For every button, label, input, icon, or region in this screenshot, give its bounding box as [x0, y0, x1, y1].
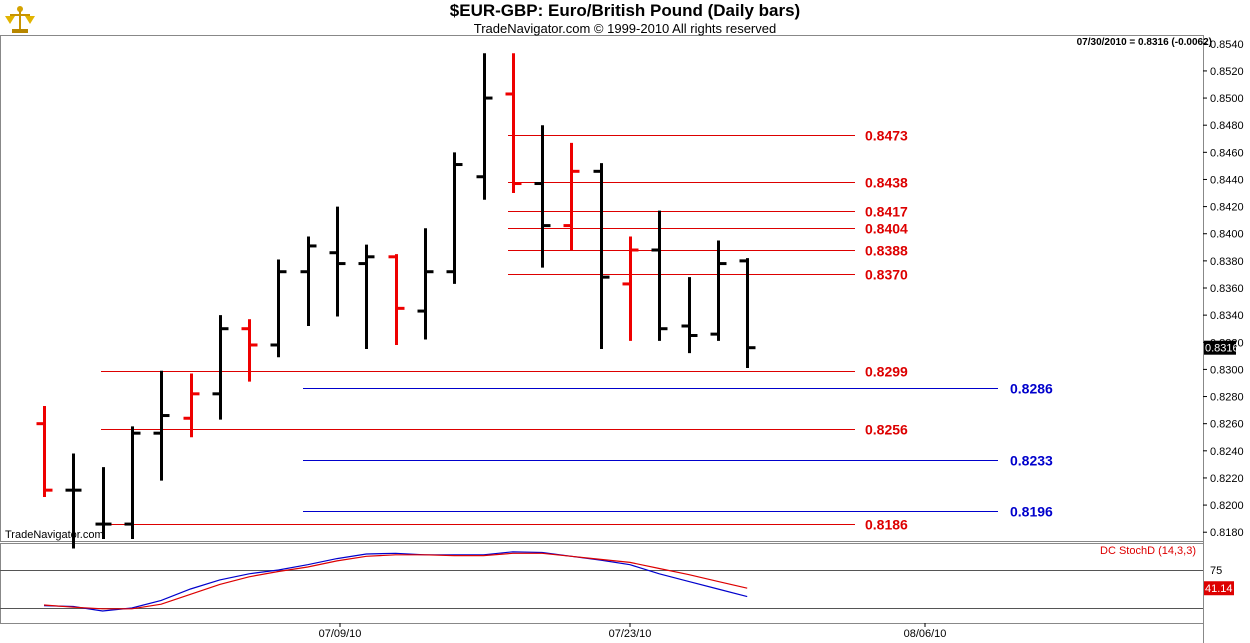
level-label: 0.8388: [865, 243, 908, 259]
last-price-box: [1204, 340, 1236, 355]
ohlc-bar: [358, 244, 375, 350]
price-tick-label: 0.8200: [1210, 500, 1244, 512]
ohlc-bar: [476, 53, 493, 200]
ohlc-bar: [300, 236, 317, 326]
price-tick-label: 0.8300: [1210, 364, 1244, 376]
price-tick-label: 0.8340: [1210, 310, 1244, 322]
ohlc-bar: [739, 258, 756, 369]
level-label: 0.8256: [865, 422, 908, 438]
price-tick-label: 0.8280: [1210, 392, 1244, 404]
chart-subtitle: TradeNavigator.com © 1999-2010 All right…: [473, 21, 777, 36]
price-tick-label: 0.8400: [1210, 229, 1244, 241]
level-label: 0.8186: [865, 517, 908, 533]
stoch-title: DC StochD (14,3,3): [1100, 545, 1196, 557]
price-tick-label: 0.8540: [1210, 39, 1244, 51]
ohlc-bar: [241, 319, 258, 382]
price-tick-label: 0.8440: [1210, 174, 1244, 186]
ohlc-bar: [651, 210, 668, 341]
ohlc-bar: [563, 142, 580, 251]
ohlc-bar: [446, 152, 463, 284]
price-tick-label: 0.8420: [1210, 202, 1244, 214]
price-bars: [36, 53, 756, 549]
stoch-d-line: [43, 552, 748, 610]
level-label: 0.8299: [865, 364, 908, 380]
ohlc-bar: [681, 277, 698, 354]
ohlc-bar: [388, 254, 405, 345]
ohlc-bar: [183, 373, 200, 438]
date-axis: 07/09/10 07/23/10 08/06/10: [319, 623, 947, 640]
watermark: TradeNavigator.com: [5, 529, 104, 541]
level-label: 0.8286: [1010, 381, 1053, 397]
ohlc-bar: [710, 240, 727, 341]
stoch-last-label: 41.14: [1205, 583, 1233, 595]
chart-title: $EUR-GBP: Euro/British Pound (Daily bars…: [449, 1, 801, 20]
stoch-tick-label: 75: [1210, 565, 1222, 577]
price-tick-label: 0.8500: [1210, 93, 1244, 105]
ohlc-bar: [622, 236, 639, 341]
level-label: 0.8417: [865, 204, 908, 220]
trade-navigator-logo-icon: [5, 6, 35, 33]
level-label: 0.8473: [865, 128, 908, 144]
price-tick-label: 0.8460: [1210, 147, 1244, 159]
ohlc-bar: [417, 228, 434, 340]
price-tick-label: 0.8480: [1210, 120, 1244, 132]
ohlc-bar: [36, 406, 53, 497]
last-price-label: 0.8316: [1205, 343, 1239, 355]
date-tick-label: 07/09/10: [319, 628, 362, 640]
stoch-panel-border: [0, 543, 1204, 624]
price-tick-label: 0.8260: [1210, 419, 1244, 431]
ohlc-bar: [124, 426, 141, 539]
level-label: 0.8404: [865, 221, 908, 237]
ohlc-bar: [593, 163, 610, 350]
price-tick-label: 0.8220: [1210, 473, 1244, 485]
price-tick-label: 0.8360: [1210, 283, 1244, 295]
stoch-k-line: [43, 551, 748, 612]
date-tick-label: 07/23/10: [609, 628, 652, 640]
ohlc-bar: [329, 206, 346, 317]
price-axis: 0.8540 0.8520 0.8500 0.8480 0.8460 0.8440 0.84…: [1203, 39, 1244, 539]
level-label: 0.8196: [1010, 504, 1053, 520]
ohlc-bar: [95, 467, 112, 539]
ohlc-bar: [212, 315, 229, 420]
date-tick-label: 08/06/10: [904, 628, 947, 640]
ohlc-bar: [505, 53, 522, 194]
stochastic-panel: DC StochD (14,3,3) 75 41.14: [0, 545, 1234, 612]
stoch-last-box: [1204, 581, 1234, 596]
last-quote-readout: 07/30/2010 = 0.8316 (-0.0062): [1076, 37, 1212, 48]
ohlc-bar: [270, 259, 287, 358]
price-tick-label: 0.8520: [1210, 66, 1244, 78]
ohlc-bar: [153, 370, 170, 481]
price-tick-label: 0.8240: [1210, 446, 1244, 458]
level-label: 0.8233: [1010, 453, 1053, 469]
level-label: 0.8370: [865, 267, 908, 283]
ohlc-bar: [534, 125, 551, 268]
level-label: 0.8438: [865, 175, 908, 191]
price-tick-label: 0.8380: [1210, 256, 1244, 268]
price-tick-label: 0.8180: [1210, 527, 1244, 539]
ohlc-bar: [65, 453, 82, 549]
